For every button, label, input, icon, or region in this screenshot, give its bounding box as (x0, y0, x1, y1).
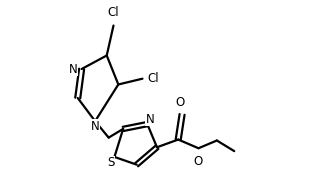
Text: O: O (176, 96, 185, 109)
Text: O: O (193, 155, 203, 168)
Text: N: N (145, 113, 154, 126)
Text: Cl: Cl (147, 72, 159, 85)
Text: N: N (91, 120, 100, 132)
Text: Cl: Cl (108, 6, 119, 19)
Text: S: S (108, 156, 115, 169)
Text: N: N (69, 63, 78, 75)
